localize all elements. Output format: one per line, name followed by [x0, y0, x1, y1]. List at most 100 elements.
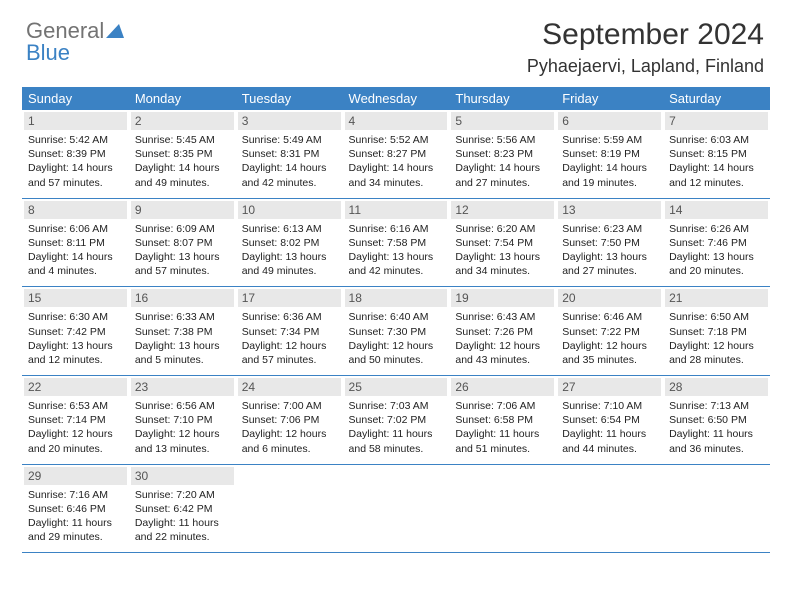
- calendar-cell: 13Sunrise: 6:23 AMSunset: 7:50 PMDayligh…: [556, 198, 663, 287]
- day-number: 25: [345, 378, 448, 396]
- calendar-cell: 1Sunrise: 5:42 AMSunset: 8:39 PMDaylight…: [22, 110, 129, 198]
- day-number: 11: [345, 201, 448, 219]
- detail-line: Sunset: 8:15 PM: [669, 147, 764, 161]
- detail-line: and 12 minutes.: [669, 176, 764, 190]
- day-number: 6: [558, 112, 661, 130]
- detail-line: Sunrise: 7:20 AM: [135, 488, 230, 502]
- detail-line: Daylight: 12 hours: [349, 339, 444, 353]
- day-number: 8: [24, 201, 127, 219]
- detail-line: and 5 minutes.: [135, 353, 230, 367]
- day-details: Sunrise: 6:43 AMSunset: 7:26 PMDaylight:…: [455, 310, 550, 367]
- day-details: Sunrise: 5:52 AMSunset: 8:27 PMDaylight:…: [349, 133, 444, 190]
- location-text: Pyhaejaervi, Lapland, Finland: [22, 56, 764, 77]
- day-number: 19: [451, 289, 554, 307]
- calendar-table: Sunday Monday Tuesday Wednesday Thursday…: [22, 87, 770, 553]
- calendar-cell: 10Sunrise: 6:13 AMSunset: 8:02 PMDayligh…: [236, 198, 343, 287]
- detail-line: Daylight: 14 hours: [135, 161, 230, 175]
- calendar-cell: 22Sunrise: 6:53 AMSunset: 7:14 PMDayligh…: [22, 376, 129, 465]
- day-number: 26: [451, 378, 554, 396]
- detail-line: Daylight: 12 hours: [562, 339, 657, 353]
- detail-line: and 51 minutes.: [455, 442, 550, 456]
- detail-line: Sunrise: 5:56 AM: [455, 133, 550, 147]
- detail-line: Sunset: 7:54 PM: [455, 236, 550, 250]
- calendar-row: 22Sunrise: 6:53 AMSunset: 7:14 PMDayligh…: [22, 376, 770, 465]
- day-details: Sunrise: 6:40 AMSunset: 7:30 PMDaylight:…: [349, 310, 444, 367]
- calendar-cell: 26Sunrise: 7:06 AMSunset: 6:58 PMDayligh…: [449, 376, 556, 465]
- day-details: Sunrise: 6:09 AMSunset: 8:07 PMDaylight:…: [135, 222, 230, 279]
- day-number: 18: [345, 289, 448, 307]
- detail-line: Sunset: 7:42 PM: [28, 325, 123, 339]
- detail-line: Sunset: 6:54 PM: [562, 413, 657, 427]
- detail-line: Sunset: 8:07 PM: [135, 236, 230, 250]
- detail-line: Daylight: 13 hours: [242, 250, 337, 264]
- calendar-cell: 7Sunrise: 6:03 AMSunset: 8:15 PMDaylight…: [663, 110, 770, 198]
- weekday-header: Wednesday: [343, 87, 450, 110]
- detail-line: Sunset: 7:30 PM: [349, 325, 444, 339]
- detail-line: Sunrise: 7:06 AM: [455, 399, 550, 413]
- detail-line: and 20 minutes.: [28, 442, 123, 456]
- calendar-row: 29Sunrise: 7:16 AMSunset: 6:46 PMDayligh…: [22, 464, 770, 553]
- calendar-cell: [663, 464, 770, 553]
- detail-line: Daylight: 11 hours: [669, 427, 764, 441]
- calendar-cell: 12Sunrise: 6:20 AMSunset: 7:54 PMDayligh…: [449, 198, 556, 287]
- detail-line: Daylight: 12 hours: [242, 427, 337, 441]
- detail-line: Sunrise: 6:53 AM: [28, 399, 123, 413]
- day-details: Sunrise: 6:50 AMSunset: 7:18 PMDaylight:…: [669, 310, 764, 367]
- calendar-cell: 29Sunrise: 7:16 AMSunset: 6:46 PMDayligh…: [22, 464, 129, 553]
- day-number: 2: [131, 112, 234, 130]
- detail-line: and 57 minutes.: [242, 353, 337, 367]
- day-number: 1: [24, 112, 127, 130]
- calendar-cell: 15Sunrise: 6:30 AMSunset: 7:42 PMDayligh…: [22, 287, 129, 376]
- detail-line: Sunset: 8:23 PM: [455, 147, 550, 161]
- detail-line: and 42 minutes.: [349, 264, 444, 278]
- day-number: 16: [131, 289, 234, 307]
- day-number: 24: [238, 378, 341, 396]
- detail-line: and 6 minutes.: [242, 442, 337, 456]
- calendar-cell: 24 Sunrise: 7:00 AMSunset: 7:06 PMDayligh…: [236, 376, 343, 465]
- detail-line: Daylight: 14 hours: [669, 161, 764, 175]
- detail-line: Sunset: 8:02 PM: [242, 236, 337, 250]
- weekday-header: Friday: [556, 87, 663, 110]
- detail-line: and 27 minutes.: [562, 264, 657, 278]
- day-number: 15: [24, 289, 127, 307]
- day-number: 27: [558, 378, 661, 396]
- detail-line: Sunset: 7:06 PM: [242, 413, 337, 427]
- detail-line: Sunrise: 5:49 AM: [242, 133, 337, 147]
- detail-line: and 28 minutes.: [669, 353, 764, 367]
- detail-line: Sunrise: 7:10 AM: [562, 399, 657, 413]
- weekday-header-row: Sunday Monday Tuesday Wednesday Thursday…: [22, 87, 770, 110]
- detail-line: Daylight: 13 hours: [562, 250, 657, 264]
- detail-line: Sunrise: 6:16 AM: [349, 222, 444, 236]
- detail-line: Sunset: 7:22 PM: [562, 325, 657, 339]
- day-number: 9: [131, 201, 234, 219]
- weekday-header: Monday: [129, 87, 236, 110]
- detail-line: Sunrise: 7:16 AM: [28, 488, 123, 502]
- calendar-cell: 2Sunrise: 5:45 AMSunset: 8:35 PMDaylight…: [129, 110, 236, 198]
- weekday-header: Tuesday: [236, 87, 343, 110]
- day-details: Sunrise: 5:59 AMSunset: 8:19 PMDaylight:…: [562, 133, 657, 190]
- calendar-cell: 25Sunrise: 7:03 AMSunset: 7:02 PMDayligh…: [343, 376, 450, 465]
- day-number: 13: [558, 201, 661, 219]
- day-details: Sunrise: 6:16 AMSunset: 7:58 PMDaylight:…: [349, 222, 444, 279]
- calendar-cell: 8Sunrise: 6:06 AMSunset: 8:11 PMDaylight…: [22, 198, 129, 287]
- detail-line: Sunrise: 7:00 AM: [242, 399, 337, 413]
- detail-line: and 49 minutes.: [242, 264, 337, 278]
- detail-line: Daylight: 13 hours: [669, 250, 764, 264]
- detail-line: Daylight: 12 hours: [455, 339, 550, 353]
- day-details: Sunrise: 7:00 AMSunset: 7:06 PMDaylight:…: [242, 399, 337, 456]
- calendar-cell: 14Sunrise: 6:26 AMSunset: 7:46 PMDayligh…: [663, 198, 770, 287]
- detail-line: and 43 minutes.: [455, 353, 550, 367]
- detail-line: Daylight: 12 hours: [135, 427, 230, 441]
- day-number: 22: [24, 378, 127, 396]
- weekday-header: Sunday: [22, 87, 129, 110]
- detail-line: Sunrise: 6:43 AM: [455, 310, 550, 324]
- detail-line: Daylight: 14 hours: [28, 250, 123, 264]
- detail-line: Daylight: 14 hours: [242, 161, 337, 175]
- detail-line: Daylight: 13 hours: [28, 339, 123, 353]
- page-header: September 2024 Pyhaejaervi, Lapland, Fin…: [22, 18, 770, 77]
- calendar-cell: 9 Sunrise: 6:09 AMSunset: 8:07 PMDaylight…: [129, 198, 236, 287]
- day-details: Sunrise: 6:20 AMSunset: 7:54 PMDaylight:…: [455, 222, 550, 279]
- weekday-header: Thursday: [449, 87, 556, 110]
- calendar-cell: 5Sunrise: 5:56 AMSunset: 8:23 PMDaylight…: [449, 110, 556, 198]
- detail-line: Sunset: 7:02 PM: [349, 413, 444, 427]
